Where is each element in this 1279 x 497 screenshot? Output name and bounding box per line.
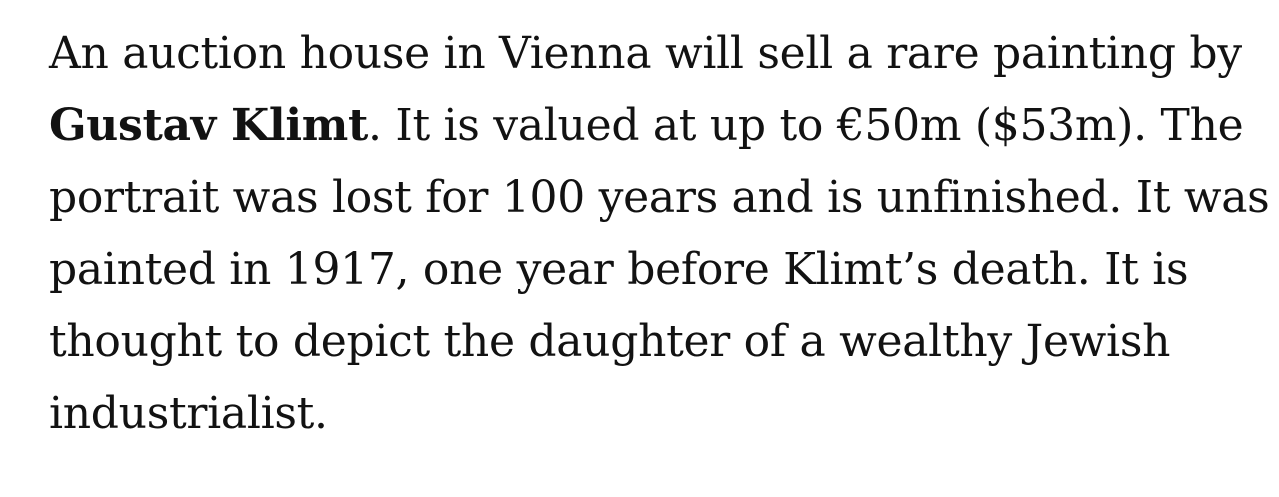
paragraph-line-2-rest: . It is valued at up to €50m ($53m). The xyxy=(368,100,1244,151)
article-paragraph: An auction house in Vienna will sell a r… xyxy=(49,18,1270,450)
paragraph-line-4: painted in 1917, one year before Klimt’s… xyxy=(49,244,1189,295)
paragraph-line-6: industrialist. xyxy=(49,388,328,439)
artist-name: Gustav Klimt xyxy=(49,100,369,151)
paragraph-line-1: An auction house in Vienna will sell a r… xyxy=(49,28,1242,79)
paragraph-line-5: thought to depict the daughter of a weal… xyxy=(49,316,1171,367)
article-body: An auction house in Vienna will sell a r… xyxy=(49,18,1270,450)
paragraph-line-2: Gustav Klimt. It is valued at up to €50m… xyxy=(49,90,1249,162)
paragraph-line-3: portrait was lost for 100 years and is u… xyxy=(49,172,1270,223)
